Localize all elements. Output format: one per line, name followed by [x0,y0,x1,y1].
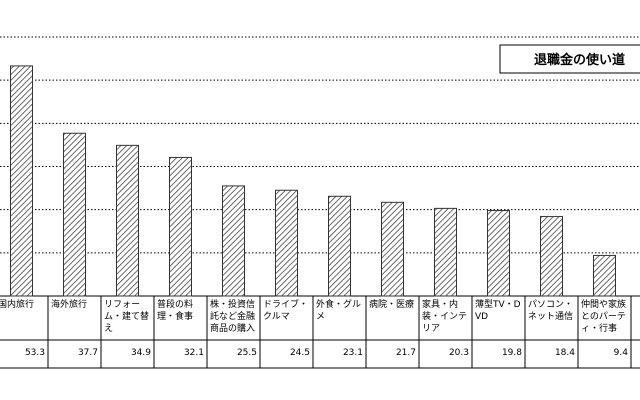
x-tick-label: 株・投資信託など金融商品の購入 [210,300,256,334]
x-tick-label: 国内旅行 [0,300,35,310]
data-label: 37.7 [77,348,98,358]
data-label: 32.1 [183,348,204,358]
x-tick-label: パソコン・ネット通信 [528,300,574,322]
x-tick-label: 病院・医療 [369,300,415,310]
data-label: 23.1 [342,348,363,358]
data-label: 19.8 [501,348,522,358]
x-tick-label: 海外旅行 [51,300,88,310]
bar [10,65,33,297]
data-label: 9.4 [613,348,628,358]
title-box [499,44,640,74]
bar [116,144,139,297]
x-tick-label: 薄型TV・DVD [475,300,521,322]
bar [275,189,298,297]
data-label: 34.9 [130,348,151,358]
bar [381,201,404,297]
bar [593,254,616,297]
bar [222,185,245,297]
bar [487,210,510,297]
data-label: 53.3 [24,348,45,358]
x-tick-label: 外食・グルメ [316,300,362,322]
x-tick-label: 普段の料理・食事 [157,300,194,322]
x-tick-label: 仲間や家族とのパーティ・行事 [581,300,627,334]
bar [328,195,351,297]
x-tick-label: リフォーム・建て替え [104,300,150,334]
x-tick-label: 家具・内装・インテリア [422,300,468,334]
data-label: 21.7 [395,348,416,358]
chart-title: 退職金の使い道 [534,52,625,68]
data-label: 25.5 [236,348,257,358]
data-label: 20.3 [448,348,469,358]
data-label: 24.5 [289,348,310,358]
data-label: 18.4 [554,348,575,358]
bar [63,132,86,297]
bar [540,216,563,297]
x-tick-label: ドライブ・クルマ [263,300,309,322]
bar [434,207,457,297]
bar [169,156,192,297]
